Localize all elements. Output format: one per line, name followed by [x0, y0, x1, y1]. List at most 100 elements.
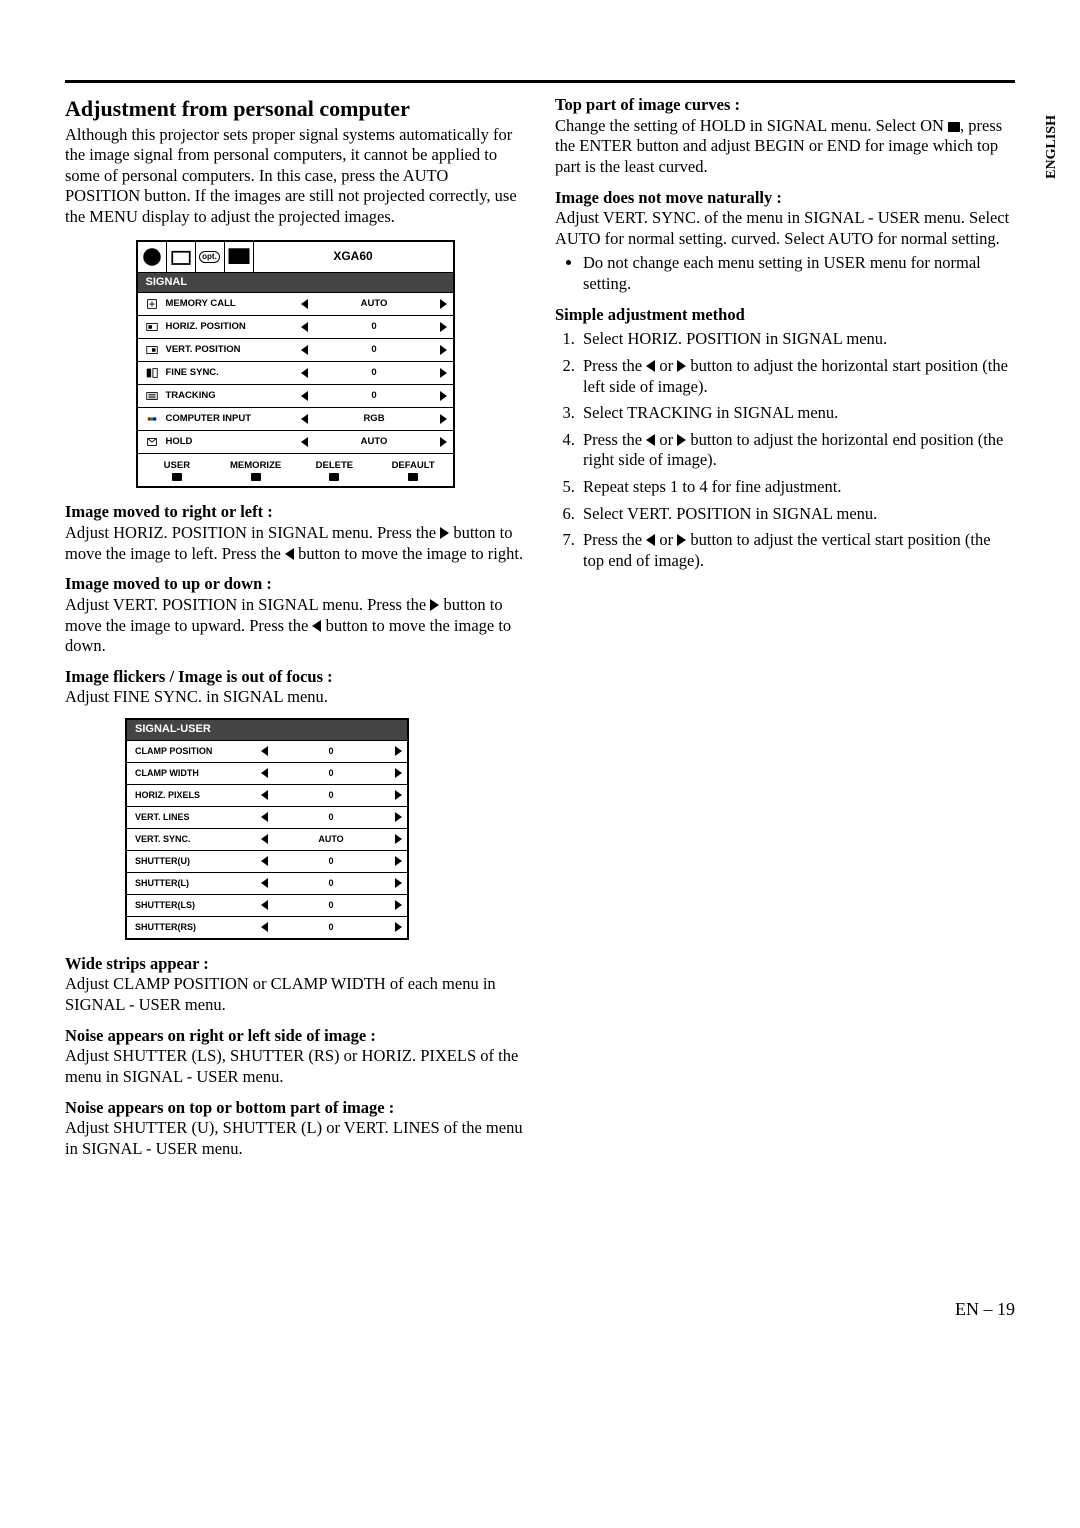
row-label: CLAMP WIDTH: [127, 768, 255, 779]
right-arrow-icon: [435, 322, 453, 332]
signal-row: COMPUTER INPUTRGB: [138, 407, 453, 430]
signal-user-row: SHUTTER(U) 0: [127, 850, 407, 872]
note-list: Do not change each menu setting in USER …: [555, 253, 1015, 294]
signal-menu: opt. XGA60 SIGNAL MEMORY CALLAUTOHORIZ. …: [136, 240, 455, 489]
section-heading: Adjustment from personal computer: [65, 95, 525, 123]
signal-user-menu: SIGNAL-USER CLAMP POSITION0CLAMP WIDTH0H…: [125, 718, 409, 940]
row-icon: [138, 389, 166, 403]
left-arrow-icon: [296, 299, 314, 309]
signal-row: MEMORY CALLAUTO: [138, 292, 453, 315]
p5-body: Adjust SHUTTER (LS), SHUTTER (RS) or HOR…: [65, 1046, 525, 1087]
right-arrow-icon: [389, 768, 407, 778]
p3-title: Image flickers / Image is out of focus :: [65, 667, 525, 688]
row-icon: [138, 343, 166, 357]
left-arrow-icon: [255, 834, 273, 844]
signal-mode-label: XGA60: [254, 249, 453, 264]
foot-delete: DELETE: [295, 454, 374, 486]
row-value: 0: [273, 856, 389, 867]
signal-user-row: CLAMP WIDTH0: [127, 762, 407, 784]
p2-body: Adjust VERT. POSITION in SIGNAL menu. Pr…: [65, 595, 525, 657]
right-arrow-icon: [389, 900, 407, 910]
row-label: VERT. POSITION: [166, 344, 296, 356]
signal-row: VERT. POSITION 0: [138, 338, 453, 361]
signal-menu-tabs: opt. XGA60: [138, 242, 453, 273]
row-value: 0: [273, 922, 389, 933]
row-label: VERT. SYNC.: [127, 834, 255, 845]
row-label: SHUTTER(U): [127, 856, 255, 867]
left-arrow-icon: [296, 368, 314, 378]
right-arrow-icon: [677, 434, 686, 446]
step-1: Select HORIZ. POSITION in SIGNAL menu.: [579, 329, 1015, 350]
left-arrow-icon: [255, 812, 273, 822]
p4-title: Wide strips appear :: [65, 954, 525, 975]
signal-menu-footer: USER MEMORIZE DELETE DEFAULT: [138, 453, 453, 486]
left-arrow-icon: [296, 414, 314, 424]
row-value: 0: [273, 900, 389, 911]
row-icon: [138, 320, 166, 334]
left-arrow-icon: [255, 856, 273, 866]
right-arrow-icon: [389, 922, 407, 932]
step-2: Press the or button to adjust the horizo…: [579, 356, 1015, 397]
p5-title: Noise appears on right or left side of i…: [65, 1026, 525, 1047]
row-icon: [138, 366, 166, 380]
left-column: Adjustment from personal computer Althou…: [65, 95, 525, 1159]
row-icon: [138, 297, 166, 311]
page-number: EN – 19: [65, 1299, 1015, 1320]
signal-user-row: SHUTTER(L)0: [127, 872, 407, 894]
left-arrow-icon: [296, 437, 314, 447]
r2-body: Adjust VERT. SYNC. of the menu in SIGNAL…: [555, 208, 1015, 249]
right-arrow-icon: [389, 856, 407, 866]
note-bullet: Do not change each menu setting in USER …: [583, 253, 1015, 294]
left-arrow-icon: [255, 900, 273, 910]
row-label: HORIZ. POSITION: [166, 321, 296, 333]
row-label: CLAMP POSITION: [127, 746, 255, 757]
row-value: 0: [314, 390, 435, 402]
row-value: 0: [273, 790, 389, 801]
p6-title: Noise appears on top or bottom part of i…: [65, 1098, 525, 1119]
p1-body: Adjust HORIZ. POSITION in SIGNAL menu. P…: [65, 523, 525, 564]
row-value: AUTO: [314, 436, 435, 448]
right-arrow-icon: [435, 437, 453, 447]
step-6: Select VERT. POSITION in SIGNAL menu.: [579, 504, 1015, 525]
signal-row: HORIZ. POSITION 0: [138, 315, 453, 338]
left-arrow-icon: [296, 322, 314, 332]
left-arrow-icon: [646, 534, 655, 546]
step-5: Repeat steps 1 to 4 for fine adjustment.: [579, 477, 1015, 498]
step-7: Press the or button to adjust the vertic…: [579, 530, 1015, 571]
signal-row: TRACKING0: [138, 384, 453, 407]
row-value: 0: [273, 746, 389, 757]
left-arrow-icon: [285, 548, 294, 560]
left-arrow-icon: [255, 790, 273, 800]
right-arrow-icon: [389, 812, 407, 822]
row-value: AUTO: [314, 298, 435, 310]
row-label: VERT. LINES: [127, 812, 255, 823]
r3-title: Simple adjustment method: [555, 305, 1015, 326]
signal-user-row: SHUTTER(LS)0: [127, 894, 407, 916]
row-label: SHUTTER(RS): [127, 922, 255, 933]
right-arrow-icon: [435, 345, 453, 355]
intro-paragraph: Although this projector sets proper sign…: [65, 125, 525, 228]
tab-option-icon: opt.: [196, 242, 225, 272]
p2-title: Image moved to up or down :: [65, 574, 525, 595]
row-value: 0: [314, 321, 435, 333]
row-value: 0: [314, 344, 435, 356]
foot-default: DEFAULT: [374, 454, 453, 486]
left-arrow-icon: [255, 878, 273, 888]
tab-image-icon: [138, 242, 167, 272]
p6-body: Adjust SHUTTER (U), SHUTTER (L) or VERT.…: [65, 1118, 525, 1159]
left-arrow-icon: [255, 746, 273, 756]
r2-title: Image does not move naturally :: [555, 188, 1015, 209]
row-value: 0: [273, 878, 389, 889]
step-3: Select TRACKING in SIGNAL menu.: [579, 403, 1015, 424]
row-label: HORIZ. PIXELS: [127, 790, 255, 801]
right-arrow-icon: [389, 878, 407, 888]
right-arrow-icon: [677, 360, 686, 372]
left-arrow-icon: [255, 768, 273, 778]
row-icon: [138, 435, 166, 449]
left-arrow-icon: [255, 922, 273, 932]
signal-user-row: SHUTTER(RS) 0: [127, 916, 407, 938]
signal-row: HOLDAUTO: [138, 430, 453, 453]
right-column: Top part of image curves : Change the se…: [555, 95, 1015, 1159]
signal-user-row: HORIZ. PIXELS 0: [127, 784, 407, 806]
p1-title: Image moved to right or left :: [65, 502, 525, 523]
